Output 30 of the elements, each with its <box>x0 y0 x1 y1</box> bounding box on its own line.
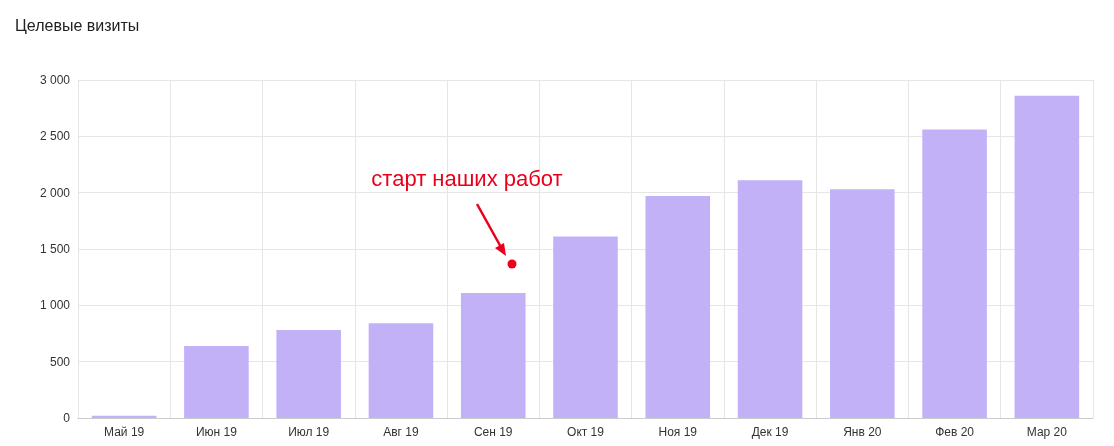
bar <box>460 292 526 418</box>
x-tick-label: Май 19 <box>104 425 145 439</box>
y-tick-label: 2 500 <box>39 129 71 144</box>
x-tick-label: Янв 20 <box>843 425 882 439</box>
y-tick-label: 1 500 <box>39 242 71 256</box>
y-tick-label: 2 000 <box>39 185 71 200</box>
bar <box>830 189 895 418</box>
bar <box>276 330 341 418</box>
x-tick-label: Июл 19 <box>288 425 330 439</box>
y-tick-label: 1 000 <box>39 298 71 313</box>
bar <box>553 236 618 418</box>
y-tick-label: 500 <box>49 354 71 369</box>
x-tick-label: Авг 19 <box>383 425 419 439</box>
annotation: старт наших работ <box>371 166 563 191</box>
bar <box>922 129 987 418</box>
y-tick-label: 0 <box>63 411 71 425</box>
bar <box>645 196 711 418</box>
x-tick-label: Окт 19 <box>567 425 605 439</box>
x-tick-label: Сен 19 <box>473 425 513 439</box>
bar <box>737 180 803 418</box>
y-tick-label: 3 000 <box>39 73 71 87</box>
x-tick-label: Дек 19 <box>751 425 789 439</box>
chart-title: Целевые визиты <box>15 16 140 34</box>
bar <box>184 345 249 418</box>
x-tick-label: Июн 19 <box>195 425 238 439</box>
x-tick-label: Мар 20 <box>1026 425 1068 439</box>
x-tick-label: Ноя 19 <box>658 425 698 439</box>
bar <box>1014 95 1080 418</box>
x-tick-label: Фев 20 <box>935 425 975 439</box>
bar <box>368 323 434 418</box>
